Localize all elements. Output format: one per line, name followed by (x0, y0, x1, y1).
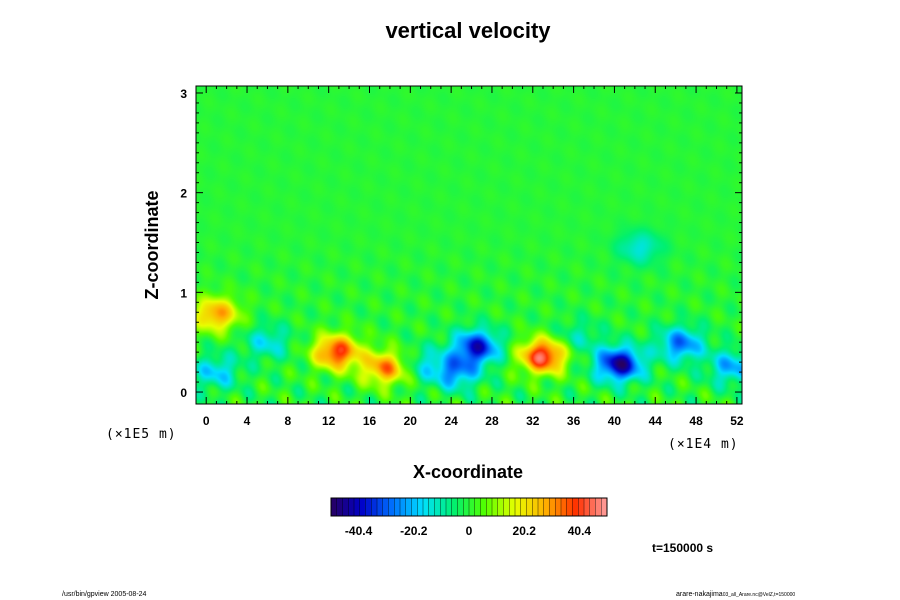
colorbar-tick-label: -40.4 (345, 524, 373, 538)
y-tick-label: 0 (180, 386, 187, 400)
plot-frame (195, 85, 743, 405)
y-tick-label: 2 (180, 187, 187, 201)
x-tick-label: 36 (567, 414, 581, 428)
x-tick-label: 12 (322, 414, 336, 428)
colorbar-tick-label: 20.2 (513, 524, 537, 538)
x-tick-label: 20 (404, 414, 418, 428)
x-tick-label: 8 (285, 414, 292, 428)
colorbar-tick-label: 40.4 (568, 524, 592, 538)
x-tick-label: 52 (730, 414, 744, 428)
colorbar-ticks: -40.4 -20.2 0 20.2 40.4 (336, 498, 602, 538)
x-scale-label: (×1E4 m) (668, 437, 739, 452)
x-tick-label: 32 (526, 414, 540, 428)
colorbar-tick-label: -20.2 (400, 524, 428, 538)
x-axis-ticks: 0 4 8 12 16 20 24 28 32 36 40 44 48 52 (203, 86, 744, 428)
footer-right: arare-nakajima03_all_Arare.nc@VelZ,t=150… (676, 591, 795, 598)
x-tick-label: 24 (444, 414, 458, 428)
colorbar: -40.4 -20.2 0 20.2 40.4 (330, 497, 608, 538)
y-tick-label: 1 (180, 286, 187, 300)
footer-right-sub: 03_all_Arare.nc@VelZ,t=150000 (723, 592, 796, 598)
x-tick-label: 28 (485, 414, 499, 428)
x-tick-label: 44 (649, 414, 663, 428)
x-tick-label: 4 (244, 414, 251, 428)
y-scale-label: (×1E5 m) (106, 427, 177, 442)
chart-title: vertical velocity (385, 18, 551, 43)
y-axis-ticks: 0 1 2 3 (180, 87, 742, 400)
x-axis-label: X-coordinate (413, 462, 523, 482)
footer-left: /usr/bin/gpview 2005-08-24 (62, 591, 147, 598)
x-tick-label: 0 (203, 414, 210, 428)
y-axis-label: Z-coordinate (142, 190, 162, 299)
x-tick-label: 16 (363, 414, 377, 428)
y-tick-label: 3 (180, 87, 187, 101)
time-label: t=150000 s (652, 541, 713, 555)
x-tick-label: 40 (608, 414, 622, 428)
colorbar-tick-label: 0 (466, 524, 473, 538)
heatmap-field (196, 86, 742, 404)
x-tick-label: 48 (689, 414, 703, 428)
footer-right-main: arare-nakajima (676, 591, 723, 598)
